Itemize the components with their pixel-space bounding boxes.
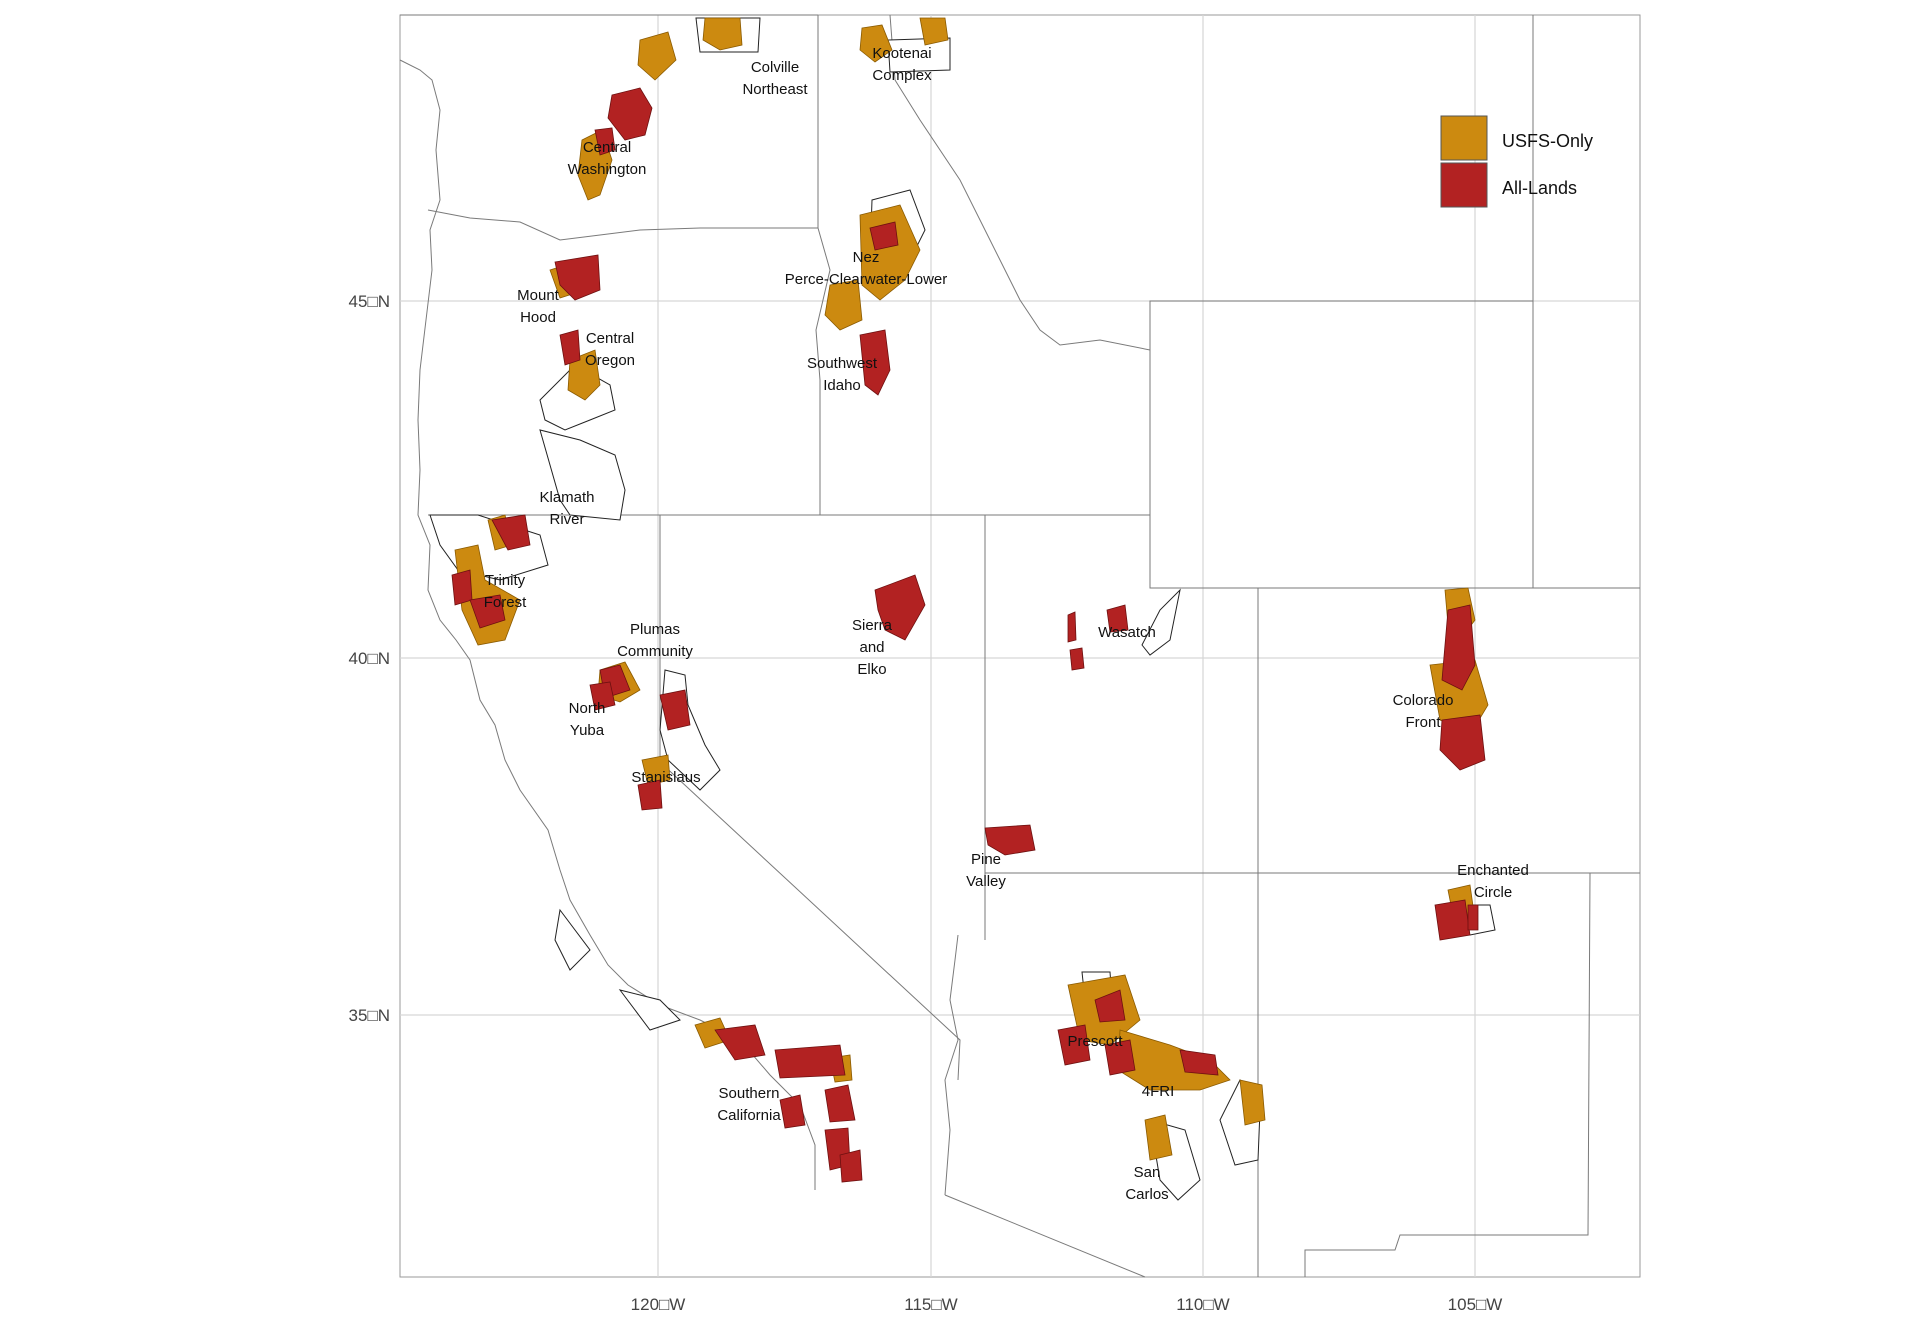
wasatch-all-3 <box>1069 647 1085 671</box>
stanislaus-all-2 <box>637 779 663 811</box>
nez-perce-usfs-2 <box>824 279 863 331</box>
southern-california-all-6 <box>779 1094 806 1129</box>
x-tick-120w: 120□W <box>631 1295 686 1314</box>
ca-nv-border <box>659 515 961 1081</box>
label-mount-hood: Mount Hood <box>517 287 560 326</box>
wa-or-border <box>427 209 818 241</box>
central-oregon-usfs <box>567 349 601 401</box>
label-southern-california: Southern California <box>717 1085 781 1124</box>
trinity-all-2 <box>469 594 506 629</box>
prescott-all-2 <box>1104 1039 1136 1076</box>
graticule <box>400 15 1640 1277</box>
label-nez-perce: Nez Perce-Clearwater-Lower <box>785 249 948 288</box>
legend-swatch-usfs-only <box>1440 115 1488 161</box>
label-plumas: Plumas Community <box>617 621 693 660</box>
wasatch-all <box>1106 604 1129 633</box>
x-axis-ticks: 120□W 115□W 110□W 105□W <box>631 1295 1503 1314</box>
fourfri-usfs-2 <box>1239 1079 1266 1126</box>
y-tick-45n: 45□N <box>349 292 390 311</box>
az-west-border <box>944 934 959 1196</box>
sierra-elko-all <box>874 574 926 641</box>
stanislaus-all <box>659 689 691 731</box>
label-colville: Colville Northeast <box>742 59 808 98</box>
label-san-carlos: San Carlos <box>1125 1164 1168 1203</box>
y-tick-40n: 40□N <box>349 649 390 668</box>
kootenai-usfs <box>859 24 893 63</box>
label-north-yuba: North Yuba <box>569 700 606 739</box>
stanislaus-usfs <box>641 754 671 786</box>
colorado-front-all <box>1441 604 1476 691</box>
colorado-front-all-2 <box>1439 714 1486 771</box>
label-central-washington: Central Washington <box>568 139 647 178</box>
central-oregon-all <box>559 329 581 366</box>
southern-california-all-5 <box>839 1149 863 1183</box>
label-pine-valley: Pine Valley <box>966 851 1006 890</box>
san-carlos-usfs <box>1144 1114 1173 1161</box>
legend-label-all-lands: All-Lands <box>1502 178 1577 198</box>
southern-california-all-3 <box>824 1084 856 1123</box>
label-central-oregon: Central Oregon <box>585 330 635 369</box>
colville-northeast-usfs <box>702 17 743 51</box>
label-colorado-front: Colorado Front <box>1393 692 1454 731</box>
y-axis-ticks: 45□N 40□N 35□N <box>349 292 390 1025</box>
label-trinity-forest: Trinity Forest <box>484 572 527 611</box>
fourfri-all <box>1179 1049 1219 1076</box>
pine-valley-all <box>984 824 1036 856</box>
id-mt-border <box>889 14 1151 351</box>
central-washington-all-2 <box>594 127 616 156</box>
label-4fri: 4FRI <box>1142 1083 1175 1100</box>
x-tick-110w: 110□W <box>1176 1295 1229 1314</box>
label-klamath-river: Klamath River <box>539 489 594 528</box>
nm-east-border <box>1304 872 1591 1277</box>
prescott-all <box>1057 1024 1091 1066</box>
north-yuba-all <box>589 681 616 711</box>
central-washington-all <box>607 87 653 141</box>
prescott-all-3 <box>1094 989 1126 1023</box>
label-enchanted-circle: Enchanted Circle <box>1457 862 1529 901</box>
x-tick-105w: 105□W <box>1448 1295 1503 1314</box>
state-boundaries <box>399 14 1640 1278</box>
fourfri-usfs <box>1117 1029 1231 1091</box>
klamath-all <box>491 514 531 551</box>
or-id-border <box>815 227 831 515</box>
trinity-all <box>451 569 473 606</box>
label-wasatch: Wasatch <box>1098 624 1156 641</box>
label-kootenai: Kootenai Complex <box>872 45 932 84</box>
x-tick-115w: 115□W <box>904 1295 957 1314</box>
enchanted-circle-all <box>1434 899 1471 941</box>
kootenai-usfs-2 <box>919 17 949 46</box>
label-prescott: Prescott <box>1067 1033 1123 1050</box>
wasatch-all-2 <box>1067 611 1077 643</box>
label-stanislaus: Stanislaus <box>631 769 700 786</box>
label-sierra-elko: Sierra and Elko <box>852 617 893 678</box>
legend-label-usfs-only: USFS-Only <box>1502 131 1593 151</box>
label-southwest-idaho: Southwest Idaho <box>807 355 878 394</box>
legend: USFS-Only All-Lands <box>1440 115 1593 208</box>
pacific-coastline <box>399 59 816 1190</box>
mount-hood-all <box>554 254 601 301</box>
plot-panel <box>399 14 1641 1278</box>
nez-perce-all <box>869 221 899 251</box>
southern-california-all-2 <box>774 1044 846 1079</box>
enchanted-circle-all-2 <box>1467 904 1479 931</box>
all-lands-areas <box>451 87 1486 1183</box>
y-tick-35n: 35□N <box>349 1006 390 1025</box>
az-mexico-border <box>944 1194 1146 1278</box>
landscape-labels: Colville Northeast Kootenai Complex Centra… <box>484 45 1529 1203</box>
southwest-idaho-all <box>859 329 891 396</box>
legend-swatch-all-lands <box>1440 162 1488 208</box>
southern-california-all <box>714 1024 766 1061</box>
central-washington-usfs <box>637 31 677 81</box>
